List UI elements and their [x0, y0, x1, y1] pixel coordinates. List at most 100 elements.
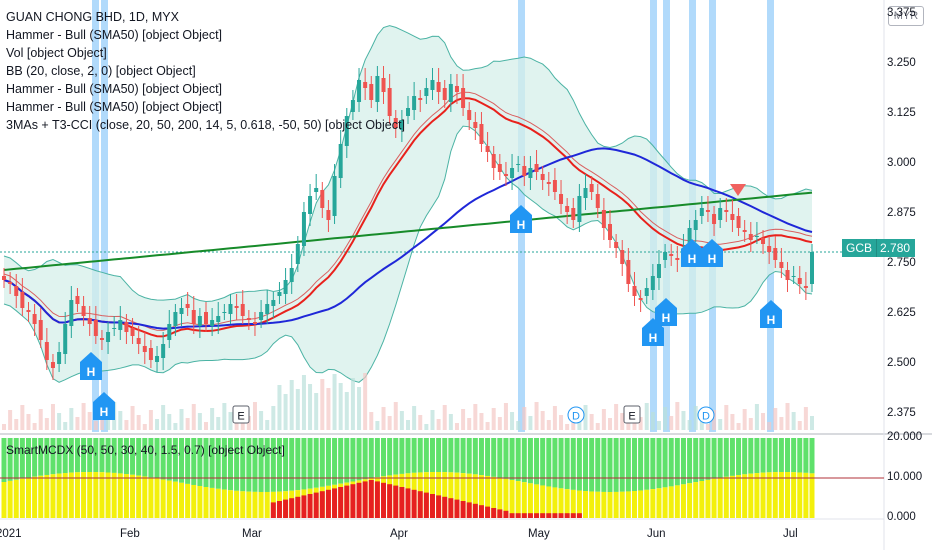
candle [406, 96, 410, 124]
mcdx-green-bar [674, 438, 680, 486]
candle-body [246, 318, 251, 320]
candle [767, 236, 772, 264]
candle-body [399, 120, 404, 130]
volume-bar [222, 403, 227, 430]
mcdx-yellow-bar [803, 472, 809, 518]
candle-body [583, 188, 588, 198]
candle [632, 272, 637, 306]
candle-body [259, 312, 264, 320]
mcdx-red-bar [356, 482, 362, 518]
mcdx-green-bar [381, 438, 387, 477]
candle-body [69, 300, 74, 326]
candle [785, 262, 790, 292]
candle-body [601, 210, 606, 228]
hammer-marker-shape [655, 298, 677, 326]
mcdx-green-bar [319, 438, 325, 487]
mcdx-red-bar [448, 498, 454, 518]
mcdx-yellow-bar [797, 472, 803, 518]
mcdx-green-bar [179, 438, 185, 483]
candle [20, 278, 25, 316]
candle-body [803, 286, 808, 288]
mcdx-green-bar [25, 438, 31, 478]
mcdx-green-bar [7, 438, 13, 481]
mcdx-green-bar [325, 438, 331, 486]
event-marker-label: E [628, 411, 635, 423]
mcdx-red-bar [491, 508, 497, 518]
mcdx-green-bar [472, 438, 478, 475]
volume-bar [785, 403, 790, 430]
volume-bar [516, 421, 521, 430]
candle [161, 332, 166, 370]
time-tick-label: May [528, 528, 550, 540]
mcdx-yellow-bar [50, 474, 56, 518]
volume-bar [136, 415, 141, 430]
volume-bar [387, 416, 392, 430]
candle-body [785, 270, 790, 280]
volume-bar [204, 422, 208, 430]
mcdx-green-bar [289, 438, 295, 491]
mcdx-green-bar [613, 438, 619, 492]
mcdx-green-bar [736, 438, 742, 476]
candle [112, 316, 117, 336]
candle [308, 184, 313, 226]
subpane-tick-label: 20.000 [887, 431, 923, 443]
mcdx-yellow-bar [546, 486, 552, 518]
mcdx-green-bar [638, 438, 644, 491]
mcdx-yellow-bar [13, 479, 19, 518]
candle [2, 268, 6, 288]
candle [479, 112, 484, 152]
mcdx-red-bar [368, 480, 374, 518]
mcdx-green-bar [166, 438, 172, 481]
candle-body [289, 268, 294, 282]
volume-bar [167, 414, 172, 430]
mcdx-green-bar [576, 438, 582, 491]
mcdx-yellow-bar [583, 491, 589, 518]
mcdx-green-bar [656, 438, 662, 489]
mcdx-green-bar [227, 438, 233, 491]
mcdx-yellow-bar [656, 488, 662, 518]
mcdx-green-bar [527, 438, 533, 484]
candle-body [650, 276, 655, 290]
candle-body [197, 316, 202, 326]
candle-body [228, 304, 233, 314]
volume-bar [124, 420, 129, 430]
volume-bar [687, 420, 692, 430]
sma200-line [3, 191, 813, 271]
mcdx-green-bar [374, 438, 380, 478]
mcdx-green-bar [38, 438, 44, 476]
mcdx-red-bar [313, 492, 319, 518]
volume-bar [528, 416, 533, 430]
volume-bar [761, 413, 766, 430]
candle [314, 174, 319, 200]
candle-body [252, 322, 257, 324]
price-tick-label: 2.625 [887, 307, 916, 319]
candle-body [761, 238, 766, 244]
currency-badge[interactable]: MYR [888, 6, 924, 26]
mcdx-green-bar [368, 438, 374, 479]
mcdx-red-bar [515, 513, 521, 518]
candle-body [155, 356, 160, 362]
sma50-line [3, 147, 813, 330]
mcdx-yellow-bar [179, 482, 185, 518]
volume-bar [614, 404, 619, 430]
candle [75, 288, 80, 312]
candle [559, 180, 564, 214]
volume-bar [430, 410, 435, 430]
mcdx-yellow-bar [601, 491, 607, 518]
volume-bar [448, 414, 453, 430]
volume-bar [656, 421, 661, 430]
candle-body [406, 108, 410, 116]
candle-body [99, 338, 104, 340]
candle-body [326, 210, 331, 220]
mcdx-green-bar [791, 438, 797, 473]
volume-bar [467, 418, 472, 430]
legend-title: GUAN CHONG BHD, 1D, MYX [6, 10, 179, 24]
mcdx-yellow-bar [93, 472, 99, 518]
mcdx-yellow-bar [723, 476, 729, 518]
candle-body [173, 312, 178, 326]
mcdx-green-bar [362, 438, 368, 480]
candle [754, 222, 759, 244]
hammer-marker: H [760, 300, 782, 328]
mcdx-red-bar [276, 501, 282, 518]
